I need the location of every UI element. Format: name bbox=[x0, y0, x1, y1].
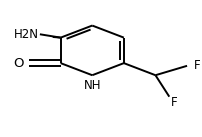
Text: O: O bbox=[13, 57, 23, 70]
Text: NH: NH bbox=[83, 79, 101, 92]
Text: F: F bbox=[193, 59, 200, 72]
Text: F: F bbox=[170, 96, 177, 109]
Text: H2N: H2N bbox=[14, 28, 38, 41]
